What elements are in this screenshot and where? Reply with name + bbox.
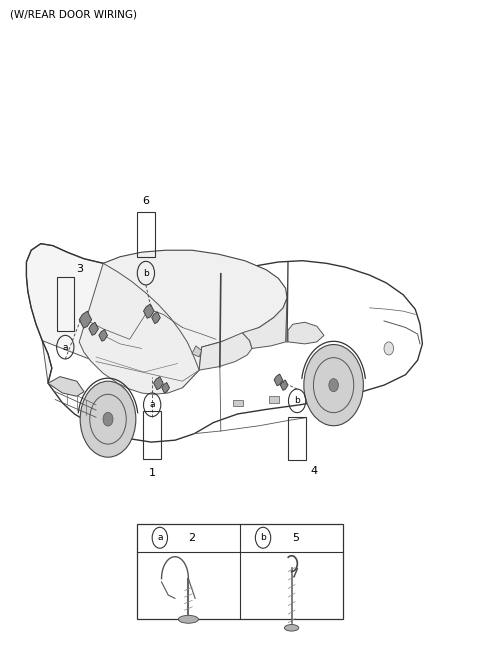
Circle shape: [329, 379, 338, 392]
Polygon shape: [144, 304, 154, 318]
Text: b: b: [294, 396, 300, 405]
Polygon shape: [280, 380, 288, 390]
Ellipse shape: [178, 616, 199, 624]
Text: 2: 2: [189, 533, 195, 543]
Polygon shape: [242, 298, 287, 348]
Polygon shape: [99, 329, 108, 341]
Text: 1: 1: [149, 468, 156, 477]
Bar: [143, 411, 161, 458]
Text: 4: 4: [310, 466, 317, 476]
Polygon shape: [154, 377, 163, 390]
Text: 6: 6: [143, 196, 149, 206]
Text: b: b: [143, 269, 149, 278]
Bar: [137, 524, 343, 619]
Text: a: a: [157, 533, 163, 542]
Circle shape: [80, 381, 136, 457]
Polygon shape: [199, 333, 252, 370]
Text: a: a: [149, 400, 155, 409]
Polygon shape: [79, 311, 92, 328]
Bar: [288, 417, 306, 460]
Bar: [137, 212, 155, 257]
Polygon shape: [288, 322, 324, 344]
Circle shape: [384, 342, 394, 355]
Text: b: b: [260, 533, 266, 542]
Polygon shape: [192, 346, 202, 357]
Polygon shape: [89, 322, 98, 335]
Ellipse shape: [284, 625, 299, 631]
Bar: [233, 400, 243, 406]
Bar: [269, 396, 279, 403]
Polygon shape: [79, 263, 199, 394]
Text: 3: 3: [76, 264, 84, 274]
Bar: [57, 277, 74, 331]
Circle shape: [304, 345, 363, 426]
Polygon shape: [274, 374, 283, 386]
Polygon shape: [48, 377, 84, 396]
Text: 5: 5: [292, 533, 299, 543]
Polygon shape: [162, 383, 169, 393]
Polygon shape: [26, 244, 199, 388]
Polygon shape: [103, 250, 287, 370]
Text: a: a: [62, 343, 68, 352]
Text: (W/REAR DOOR WIRING): (W/REAR DOOR WIRING): [10, 10, 137, 20]
Polygon shape: [152, 312, 160, 324]
Circle shape: [103, 413, 113, 426]
